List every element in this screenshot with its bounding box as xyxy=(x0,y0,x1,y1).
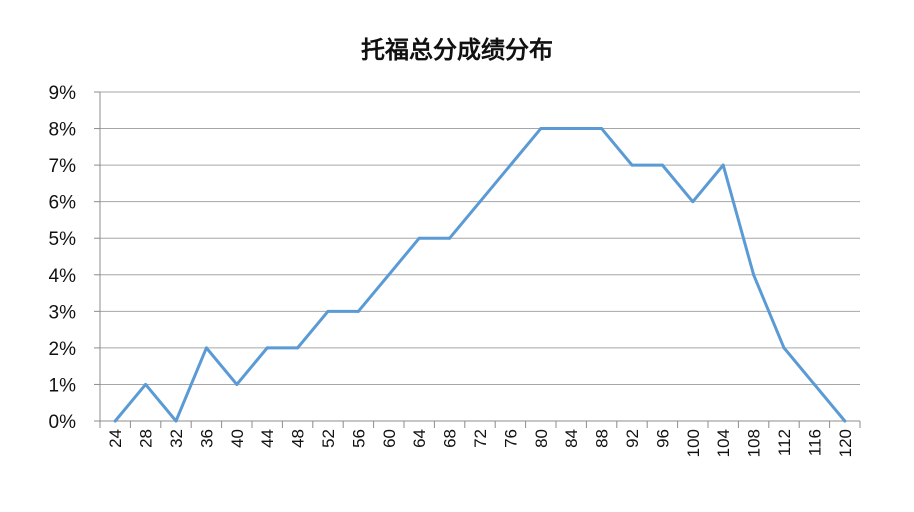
x-tick-label: 84 xyxy=(562,429,581,448)
data-point xyxy=(508,163,512,167)
x-tick-label: 76 xyxy=(501,429,520,448)
data-point xyxy=(204,346,208,350)
data-point xyxy=(113,419,117,423)
data-point xyxy=(782,346,786,350)
data-point xyxy=(600,127,604,131)
grid xyxy=(100,91,860,385)
x-tick-label: 96 xyxy=(653,429,672,448)
data-point xyxy=(752,273,756,277)
x-tick-label: 28 xyxy=(137,429,156,448)
data-point xyxy=(235,382,239,386)
x-tick-label: 44 xyxy=(258,429,277,448)
data-point xyxy=(448,236,452,240)
x-tick-label: 32 xyxy=(167,429,186,448)
y-tick-label: 6% xyxy=(49,193,77,214)
x-tick-label: 52 xyxy=(319,429,338,448)
x-tick-label: 60 xyxy=(380,429,399,448)
x-tick-label: 92 xyxy=(623,429,642,448)
y-axis-ticks: 0% 1% 2% 3% 4% 5% 6% 7% 8% 9% xyxy=(49,83,77,433)
data-point xyxy=(843,419,847,423)
x-tick-label: 112 xyxy=(775,429,794,456)
x-tick-label: 56 xyxy=(349,429,368,448)
data-point xyxy=(417,236,421,240)
y-tick-label: 2% xyxy=(49,339,77,360)
data-point xyxy=(356,309,360,313)
data-point xyxy=(569,127,573,131)
data-point xyxy=(660,163,664,167)
data-point xyxy=(478,200,482,204)
data-point xyxy=(691,200,695,204)
y-tick-label: 5% xyxy=(49,229,77,250)
data-point xyxy=(630,163,634,167)
x-axis-ticks: 24 28 32 36 40 44 48 52 56 60 64 68 72 76 80 84 88 92 96 10… xyxy=(106,429,855,457)
x-tick-label: 68 xyxy=(441,429,460,448)
data-point xyxy=(387,273,391,277)
x-tick-label: 88 xyxy=(593,429,612,448)
data-point xyxy=(539,127,543,131)
data-point xyxy=(144,382,148,386)
chart-title: 托福总分成绩分布 xyxy=(361,36,553,64)
y-tick-label: 1% xyxy=(49,375,77,396)
y-tick-label: 8% xyxy=(49,120,77,141)
x-tick-label: 48 xyxy=(289,429,308,448)
x-tick-label: 108 xyxy=(745,429,764,457)
x-tick-label: 72 xyxy=(471,429,490,448)
data-point xyxy=(296,346,300,350)
x-tick-label: 24 xyxy=(106,429,125,448)
x-tick-label: 120 xyxy=(836,429,855,457)
y-tick-label: 9% xyxy=(49,83,77,104)
data-point xyxy=(326,309,330,313)
y-tick-label: 4% xyxy=(49,266,77,287)
data-point xyxy=(812,382,816,386)
data-point xyxy=(721,163,725,167)
x-tick-label: 104 xyxy=(714,429,733,457)
x-tick-label: 64 xyxy=(410,429,429,448)
y-tick-label: 7% xyxy=(49,156,77,177)
x-tick-label: 36 xyxy=(197,429,216,448)
series xyxy=(113,127,847,423)
y-tick-label: 3% xyxy=(49,302,77,323)
x-tick-label: 80 xyxy=(532,429,551,448)
data-point xyxy=(174,419,178,423)
data-point xyxy=(265,346,269,350)
x-tick-label: 40 xyxy=(228,429,247,448)
x-tick-label: 116 xyxy=(805,429,824,456)
x-tick-label: 100 xyxy=(684,429,703,457)
y-tick-label: 0% xyxy=(49,412,77,433)
axes xyxy=(94,91,861,428)
